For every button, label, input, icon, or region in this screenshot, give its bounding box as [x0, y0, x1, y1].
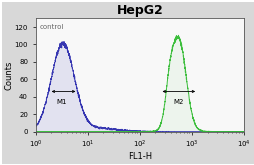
Text: control: control	[40, 24, 64, 30]
Y-axis label: Counts: Counts	[4, 60, 13, 90]
Text: M2: M2	[173, 99, 183, 105]
X-axis label: FL1-H: FL1-H	[127, 152, 151, 161]
Text: M1: M1	[56, 99, 67, 105]
Title: HepG2: HepG2	[116, 4, 163, 17]
